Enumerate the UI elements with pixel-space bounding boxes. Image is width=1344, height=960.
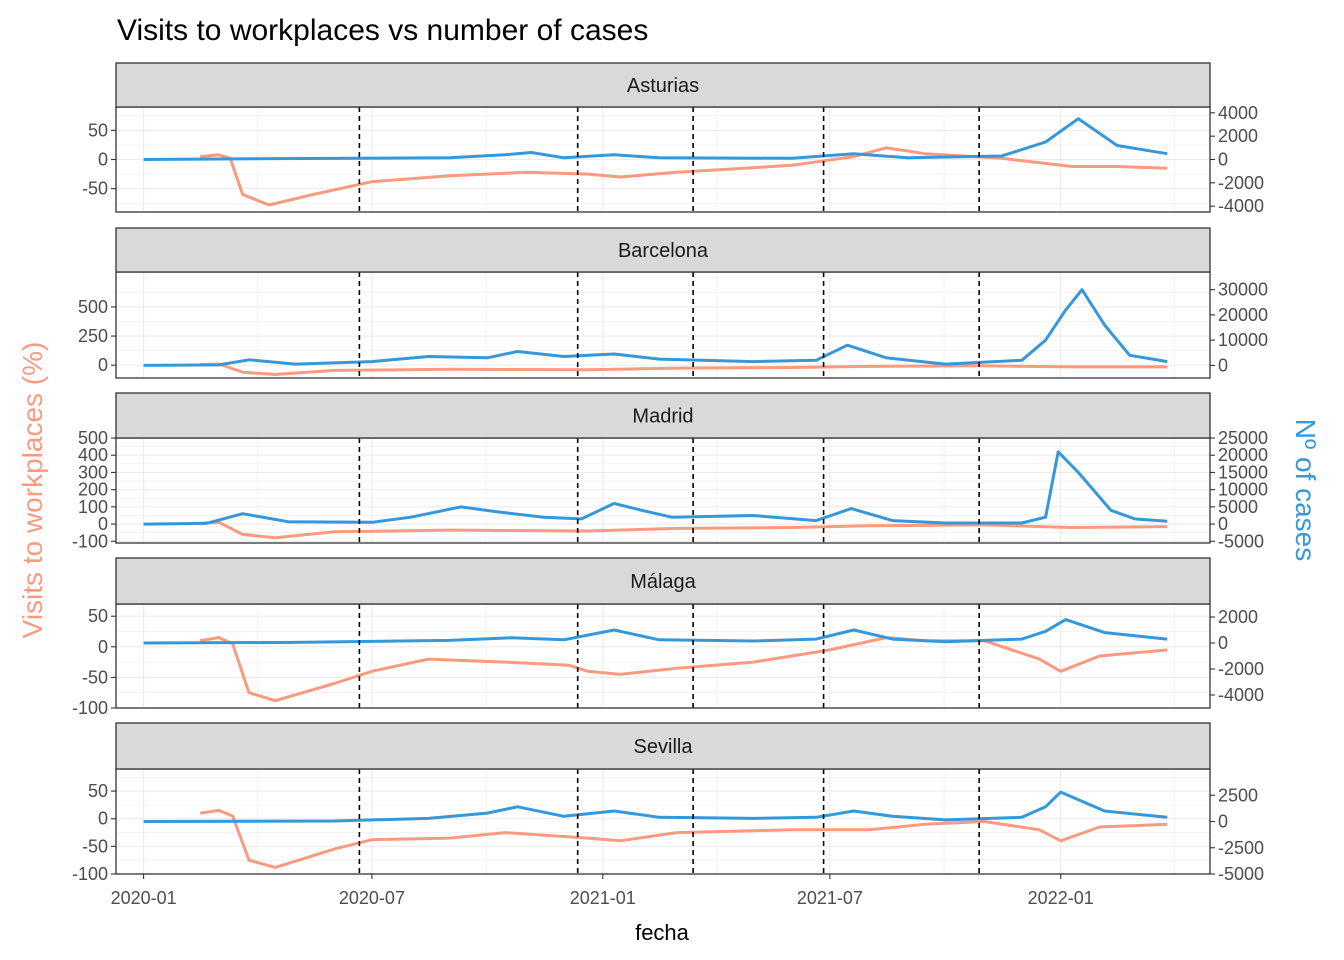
y-left-tick-label: 50 bbox=[88, 781, 108, 801]
y-left-tick-label: -100 bbox=[72, 864, 108, 884]
y-right-tick-label: 25000 bbox=[1218, 428, 1268, 448]
y-right-tick-label: 0 bbox=[1218, 355, 1228, 375]
series-line-cases bbox=[143, 288, 1168, 367]
chart-title: Visits to workplaces vs number of cases bbox=[117, 14, 648, 47]
y-right-tick-label: 2500 bbox=[1218, 785, 1258, 805]
x-tick-label: 2021-01 bbox=[570, 888, 636, 908]
facet-strip bbox=[115, 557, 1211, 605]
facet-strip-label: Madrid bbox=[632, 406, 693, 428]
facet-strip-label: Barcelona bbox=[618, 240, 709, 262]
facet-strip bbox=[115, 62, 1211, 108]
panel-background bbox=[116, 604, 1210, 708]
x-axis-title: fecha bbox=[635, 920, 690, 945]
panel-madrid: Madrid5004003002001000-10025000200001500… bbox=[72, 392, 1268, 551]
y-left-tick-label: 250 bbox=[78, 326, 108, 346]
facet-strip bbox=[115, 392, 1211, 439]
y-right-tick-label: 20000 bbox=[1218, 445, 1268, 465]
facet-strip-label: Málaga bbox=[630, 571, 696, 593]
series-line-cases bbox=[143, 618, 1168, 645]
y-right-tick-label: 2000 bbox=[1218, 126, 1258, 146]
x-tick-label: 2021-07 bbox=[797, 888, 863, 908]
facet-strip-label: Sevilla bbox=[634, 736, 694, 758]
panels: Asturias500-50400020000-2000-4000Barcelo… bbox=[72, 62, 1268, 884]
facet-strip bbox=[115, 722, 1211, 770]
x-tick-label: 2022-01 bbox=[1028, 888, 1094, 908]
y-right-tick-label: 10000 bbox=[1218, 480, 1268, 500]
y-left-tick-label: -50 bbox=[82, 836, 108, 856]
y-right-tick-label: 30000 bbox=[1218, 280, 1268, 300]
y-left-tick-label: 400 bbox=[78, 445, 108, 465]
y-left-tick-label: 0 bbox=[98, 514, 108, 534]
y-left-tick-label: -100 bbox=[72, 698, 108, 718]
x-tick-label: 2020-01 bbox=[111, 888, 177, 908]
facet-strip-label: Asturias bbox=[627, 75, 699, 97]
y-right-tick-label: -2500 bbox=[1218, 838, 1264, 858]
y-right-tick-label: 0 bbox=[1218, 150, 1228, 170]
panel-barcelona: Barcelona 500 250 0 30000 20000 10000 0 bbox=[78, 227, 1268, 379]
y-right-tick-label: 0 bbox=[1218, 633, 1228, 653]
y-right-tick-label: -4000 bbox=[1218, 196, 1264, 216]
y-right-tick-label: -2000 bbox=[1218, 659, 1264, 679]
y-left-tick-label: 0 bbox=[98, 150, 108, 170]
y-right-tick-label: 2000 bbox=[1218, 607, 1258, 627]
series-line-cases bbox=[143, 117, 1168, 161]
series-line-visits bbox=[200, 520, 1168, 540]
y-right-tick-label: 5000 bbox=[1218, 497, 1258, 517]
y-left-tick-label: 0 bbox=[98, 637, 108, 657]
y-right-tick-label: -4000 bbox=[1218, 685, 1264, 705]
panel-málaga: Málaga 50 0 -50 -100 2000 0 -2000 -4000 bbox=[72, 557, 1264, 718]
y-left-tick-label: 50 bbox=[88, 120, 108, 140]
y-right-tick-label: -5000 bbox=[1218, 531, 1264, 551]
y-left-tick-label: 50 bbox=[88, 606, 108, 626]
panel-asturias: Asturias 50 0 -50 4000 2000 0 -2000 -4000 bbox=[82, 62, 1264, 216]
y-left-tick-label: -50 bbox=[82, 179, 108, 199]
y-right-tick-label: -2000 bbox=[1218, 173, 1264, 193]
y-right-tick-label: 15000 bbox=[1218, 462, 1268, 482]
series-line-cases bbox=[143, 450, 1168, 526]
y-right-tick-label: 20000 bbox=[1218, 305, 1268, 325]
y-right-tick-label: 4000 bbox=[1218, 103, 1258, 123]
y-left-tick-label: 300 bbox=[78, 462, 108, 482]
series-line-visits bbox=[199, 808, 1168, 869]
series-line-visits bbox=[199, 636, 1168, 703]
y-right-tick-label: 0 bbox=[1218, 514, 1228, 534]
panel-sevilla: Sevilla 50 0 -50 -100 2500 0 -2500 -5000 bbox=[72, 722, 1264, 884]
y-left-tick-label: 0 bbox=[98, 355, 108, 375]
y-left-tick-label: -50 bbox=[82, 667, 108, 687]
y-axis-right-title: Nº of cases bbox=[1290, 419, 1321, 562]
y-right-tick-label: 0 bbox=[1218, 812, 1228, 832]
y-right-tick-label: 10000 bbox=[1218, 330, 1268, 350]
y-right-tick-label: -5000 bbox=[1218, 864, 1264, 884]
series-line-cases bbox=[143, 790, 1168, 823]
y-left-tick-label: -100 bbox=[72, 531, 108, 551]
y-left-tick-label: 0 bbox=[98, 809, 108, 829]
x-tick-label: 2020-07 bbox=[339, 888, 405, 908]
y-axis-left-title: Visits to workplaces (%) bbox=[17, 342, 48, 639]
facet-strip bbox=[115, 227, 1211, 273]
y-left-tick-label: 200 bbox=[78, 480, 108, 500]
y-left-tick-label: 500 bbox=[78, 428, 108, 448]
y-left-tick-label: 100 bbox=[78, 497, 108, 517]
series-line-visits bbox=[200, 362, 1168, 376]
x-axis: 2020-01 2020-07 2021-01 2021-07 2022-01 bbox=[111, 874, 1094, 908]
y-left-tick-label: 500 bbox=[78, 297, 108, 317]
